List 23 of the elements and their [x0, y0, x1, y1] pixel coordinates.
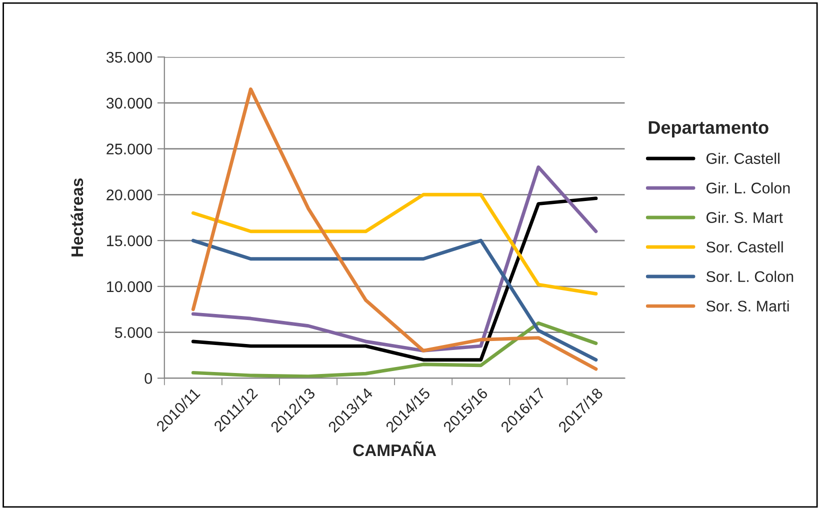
y-tick-label: 30.000: [106, 98, 152, 109]
legend-label: Gir. L. Colon: [706, 182, 790, 194]
y-tick-label: 35.000: [106, 52, 152, 63]
y-tick-label: 5.000: [114, 327, 152, 338]
y-tick-label: 20.000: [106, 190, 152, 200]
y-tick-label: 15.000: [107, 235, 152, 246]
legend-label: Sor. L. Colon: [706, 270, 794, 282]
y-tick-label: 10.000: [107, 281, 152, 292]
y-tick-label: 0: [144, 373, 152, 384]
y-axis-title: Hectáreas: [70, 178, 84, 256]
legend-label: Gir. Castell: [706, 152, 780, 164]
line-series: [191, 238, 598, 362]
x-axis-title: CAMPAÑA: [353, 441, 436, 456]
legend-title: Departamento: [648, 121, 768, 138]
legend-label: Sor. Castell: [706, 241, 783, 253]
line-series: [191, 192, 598, 296]
legend-label: Sor. S. Marti: [706, 300, 789, 312]
line-series: [191, 87, 598, 371]
line-series: [191, 321, 598, 378]
line-series: [191, 196, 598, 362]
y-tick-label: 25.000: [106, 144, 152, 154]
legend-label: Gir. S. Mart: [706, 212, 783, 223]
line-series: [191, 165, 598, 352]
